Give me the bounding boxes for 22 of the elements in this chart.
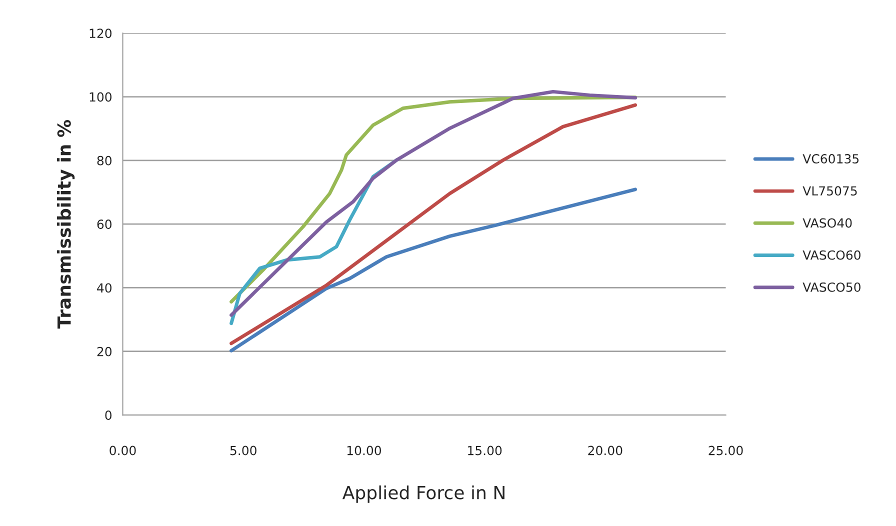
x-tick-label: 0.00 <box>110 446 136 456</box>
x-tick-label: 5.00 <box>230 446 256 456</box>
legend-label: VASO40 <box>802 218 852 228</box>
y-tick-label: 120 <box>90 28 112 38</box>
x-tick-label: 10.00 <box>347 446 382 456</box>
legend-label: VASCO60 <box>802 250 860 260</box>
x-tick-label: 25.00 <box>708 446 743 456</box>
y-tick-label: 100 <box>90 92 112 102</box>
y-tick-label: 80 <box>97 156 112 166</box>
y-tick-label: 0 <box>105 410 112 420</box>
legend-label: VASCO50 <box>802 282 860 292</box>
y-tick-label: 60 <box>97 220 112 230</box>
legend-label: VL75075 <box>802 186 857 196</box>
x-tick-label: 20.00 <box>588 446 622 456</box>
y-axis-title: Transmissibility in % <box>56 120 75 329</box>
y-tick-label: 20 <box>97 346 112 356</box>
x-axis-title: Applied Force in N <box>342 485 504 503</box>
x-tick-label: 15.00 <box>468 446 502 456</box>
line-series <box>230 188 638 352</box>
line-series <box>230 103 638 346</box>
y-tick-label: 40 <box>97 283 112 293</box>
legend-label: VC60135 <box>802 154 859 164</box>
